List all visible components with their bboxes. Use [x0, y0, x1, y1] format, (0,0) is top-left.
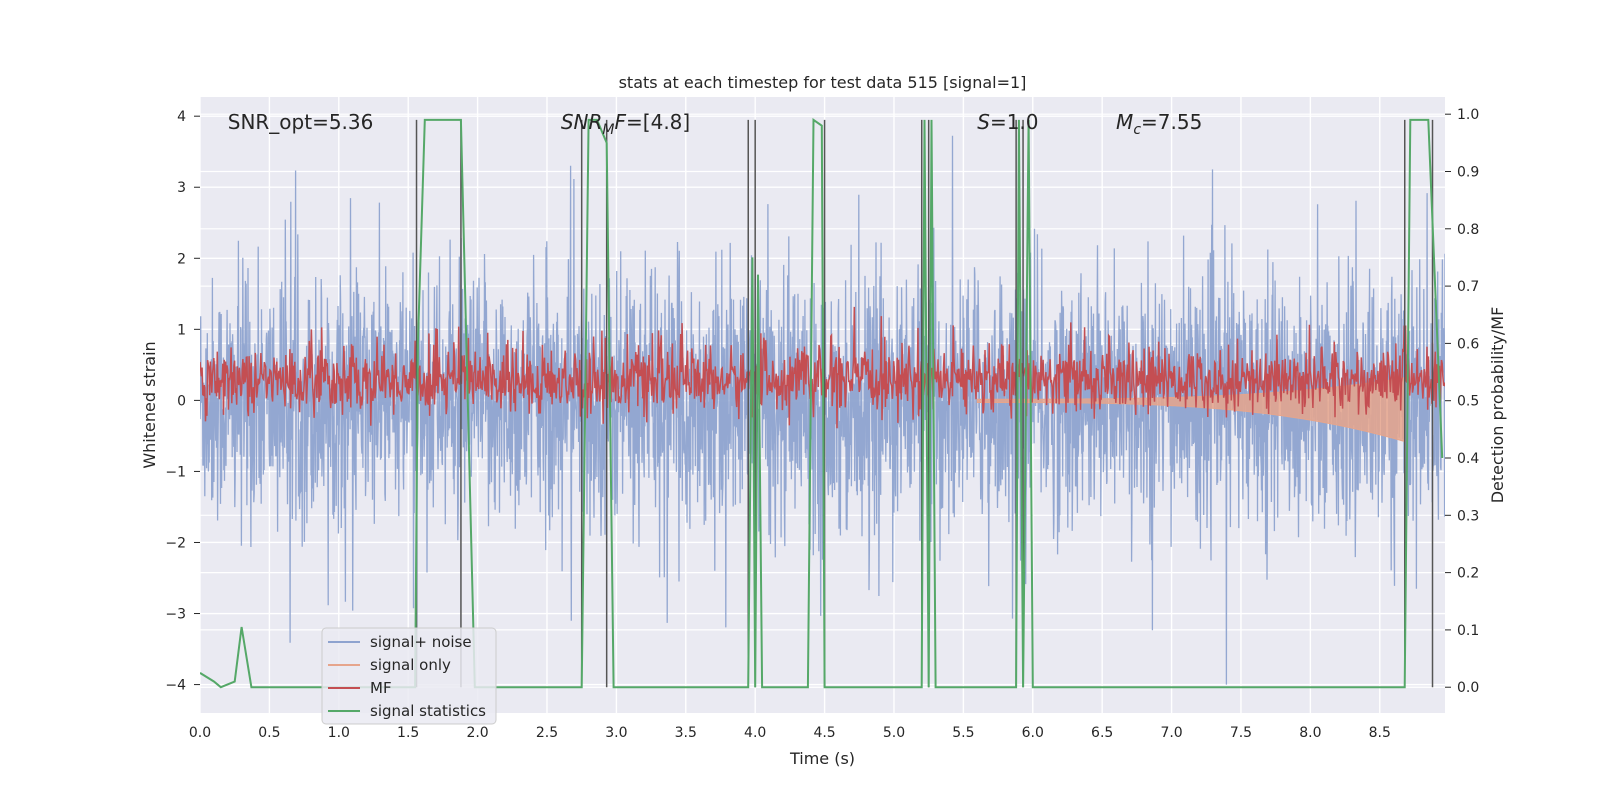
y-left-tick-label: −3 [165, 607, 186, 623]
x-tick-label: 1.0 [328, 725, 350, 741]
y-right-tick-label: 0.7 [1457, 279, 1479, 295]
annotation-text: Mc=7.55 [1116, 110, 1202, 138]
x-tick-label: 2.5 [536, 725, 558, 741]
y-left-tick-label: −4 [165, 678, 186, 694]
x-tick-label: 3.0 [605, 725, 627, 741]
y-right-tick-label: 0.5 [1457, 394, 1479, 410]
x-tick-label: 1.5 [397, 725, 419, 741]
plot-area [200, 117, 1445, 689]
y-left-tick-label: 3 [177, 180, 186, 196]
annotation-text: SNRMF=[4.8] [561, 110, 690, 138]
x-axis-label: Time (s) [789, 749, 855, 768]
y-right-axis-label: Detection probability/MF [1488, 307, 1507, 504]
y-left-tick-label: −1 [165, 464, 186, 480]
y-left-axis-label: Whitened strain [140, 341, 159, 468]
series-signal-statistics [200, 117, 1444, 689]
x-tick-label: 6.5 [1091, 725, 1113, 741]
x-tick-label: 6.0 [1022, 725, 1044, 741]
x-tick-label: 5.5 [952, 725, 974, 741]
y-left-tick-label: 0 [177, 393, 186, 409]
legend-label: signal only [370, 656, 451, 674]
x-tick-label: 5.0 [883, 725, 905, 741]
y-left-tick-label: 4 [177, 109, 186, 125]
chart-title: stats at each timestep for test data 515… [619, 73, 1027, 92]
x-tick-label: 3.5 [675, 725, 697, 741]
legend-box [321, 627, 497, 725]
y-right-tick-label: 0.6 [1457, 336, 1479, 352]
x-tick-label: 2.0 [466, 725, 488, 741]
y-right-tick-label: 0.3 [1457, 508, 1479, 524]
annotation-text: S=1.0 [977, 110, 1038, 134]
legend: signal+ noise signal only MF signal statist… [321, 627, 497, 725]
y-right-tick-label: 1.0 [1457, 107, 1479, 123]
x-tick-label: 8.0 [1299, 725, 1321, 741]
legend-label: signal+ noise [370, 633, 472, 651]
legend-label: MF [370, 679, 392, 697]
y-right-tick-label: 0.4 [1457, 451, 1479, 467]
y-left-tick-label: 1 [177, 322, 186, 338]
y-right-tick-label: 0.9 [1457, 164, 1479, 180]
y-left-tick-label: 2 [177, 251, 186, 267]
y-right-tick-label: 0.2 [1457, 566, 1479, 582]
x-tick-label: 8.5 [1369, 725, 1391, 741]
annotation-text: SNR_opt=5.36 [228, 110, 374, 134]
y-right-tick-label: 0.1 [1457, 623, 1479, 639]
x-tick-label: 7.0 [1160, 725, 1182, 741]
x-tick-label: 4.0 [744, 725, 766, 741]
y-right-tick-label: 0.0 [1457, 680, 1479, 696]
x-tick-label: 7.5 [1230, 725, 1252, 741]
x-tick-label: 0.5 [258, 725, 280, 741]
y-left-tick-label: −2 [165, 535, 186, 551]
y-right-tick-label: 0.8 [1457, 222, 1479, 238]
x-tick-label: 0.0 [189, 725, 211, 741]
x-tick-label: 4.5 [813, 725, 835, 741]
legend-label: signal statistics [370, 702, 486, 720]
